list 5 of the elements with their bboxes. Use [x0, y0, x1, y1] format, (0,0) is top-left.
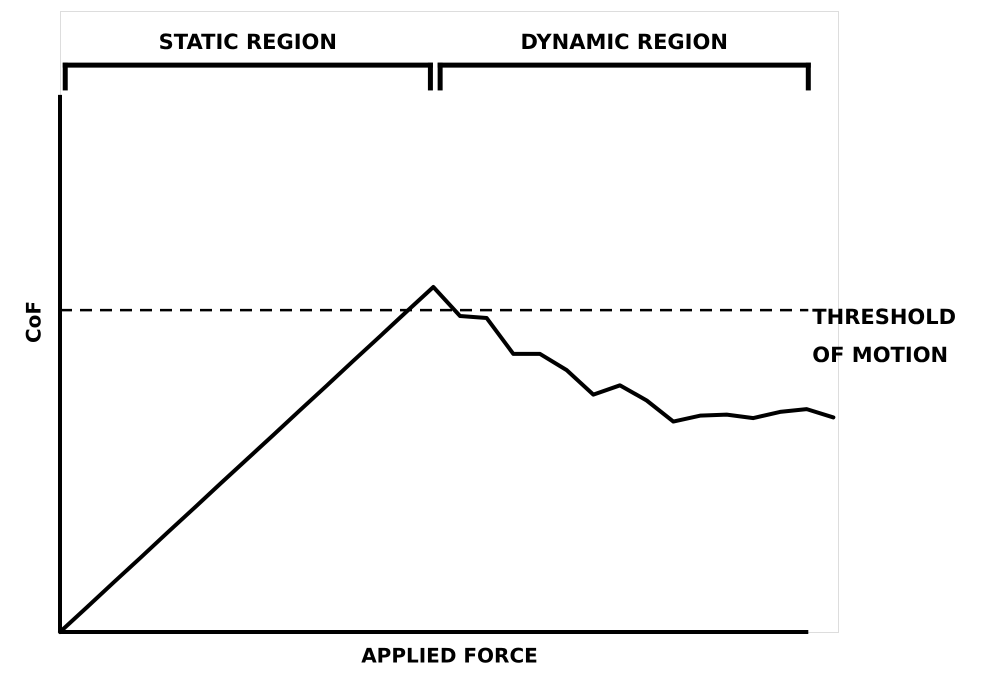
- text: DYNAMIC REGION: [520, 30, 728, 54]
- x-axis-title: APPLIED FORCE: [361, 644, 538, 668]
- y-axis-title: CoF: [22, 300, 46, 344]
- ref-line-label: THRESHOLD OF MOTION: [812, 305, 956, 368]
- text: STATIC REGION: [158, 30, 337, 54]
